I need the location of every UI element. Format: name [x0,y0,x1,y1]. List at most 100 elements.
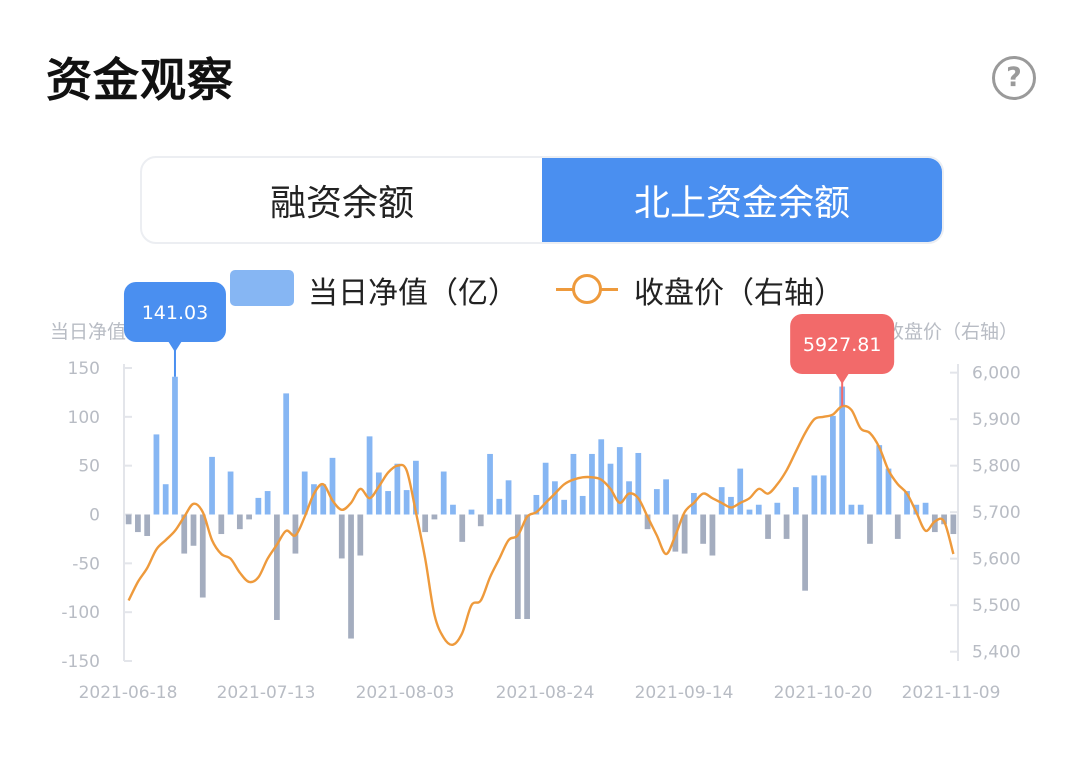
line-tooltip-pointer [835,373,850,384]
net-flow-bar [329,457,336,515]
net-flow-bar [848,504,855,515]
legend-bar-label: 当日净值（亿） [308,276,518,311]
left-tick-label: 0 [89,506,100,526]
right-tick-label: 5,400 [972,643,1021,663]
net-flow-bar [533,494,540,515]
right-tick-label: 5,500 [972,596,1021,616]
bar-tooltip-pointer [167,341,182,352]
net-flow-bar [802,514,808,591]
net-flow-bar [487,453,493,515]
net-flow-bar [922,502,929,515]
net-flow-bar [774,502,781,515]
x-tick-label: 2021-08-24 [496,683,595,703]
net-flow-bar [274,514,280,620]
net-flow-bar [941,514,947,525]
x-tick-label: 2021-07-13 [217,683,316,703]
left-tick-label: 50 [78,457,100,477]
net-flow-bar [635,452,642,515]
net-flow-bar [431,514,438,520]
net-flow-bar [542,462,549,515]
bar-tooltip-box [123,282,226,342]
help-icon[interactable]: ? [992,56,1036,100]
net-flow-bar [301,471,308,515]
net-flow-bar [894,514,901,539]
net-flow-bar [209,456,215,515]
net-flow-bar [181,514,188,554]
net-flow-bar [570,453,577,515]
net-flow-bar [700,514,707,544]
net-flow-bar [876,445,883,515]
net-flow-bar [468,509,475,515]
legend-line-marker [572,274,602,304]
x-tick-label: 2021-06-18 [79,683,178,703]
net-flow-bar [746,509,753,515]
tab-margin-balance[interactable]: 融资余额 [269,183,414,224]
net-flow-bar [320,484,327,515]
net-flow-bar [283,393,290,515]
net-flow-bar [227,471,234,515]
bar-tooltip-value: 141.03 [142,302,208,324]
net-flow-bar [311,484,317,515]
net-flow-bar [792,487,799,515]
net-flow-bar [857,504,864,515]
bar-tooltip: 141.03 [123,282,226,352]
net-flow-bar [839,386,846,515]
net-flow-bar [236,514,243,530]
net-flow-bar [783,514,790,539]
net-flow-bar [459,514,466,542]
net-flow-bar [255,497,262,515]
net-flow-bar [375,472,382,515]
net-flow-bar [950,514,957,535]
net-flow-bar [885,468,892,515]
right-tick-label: 5,800 [972,457,1021,477]
net-flow-bar [144,514,151,536]
right-tick-label: 5,900 [972,410,1021,430]
net-flow-bar [626,481,632,515]
close-price-line [127,404,955,647]
net-flow-bar [561,499,568,515]
tab-switcher: 融资余额 北上资金余额 [140,156,944,244]
net-flow-bar [765,514,771,539]
net-flow-bar [524,514,530,620]
right-tick-label: 6,000 [972,364,1021,384]
x-tick-label: 2021-10-20 [774,683,873,703]
net-flow-bar [190,514,197,546]
line-tooltip-value: 5927.81 [803,334,882,356]
left-tick-label: 150 [68,359,100,379]
net-flow-bar [931,514,938,533]
line-tooltip: 5927.81 [790,314,895,384]
net-flow-bar [440,471,447,515]
net-flow-bar [820,475,827,515]
right-tick-label: 5,600 [972,550,1021,570]
net-flow-bar [718,487,725,515]
legend-line-label: 收盘价（右轴） [634,276,844,311]
right-tick-label: 5,700 [972,503,1021,523]
net-flow-bar [125,514,132,525]
net-flow-bar [598,439,605,515]
left-tick-label: 100 [68,408,100,428]
net-flow-bar [505,480,512,515]
net-flow-bar [709,514,716,556]
net-flow-bar [218,514,225,535]
net-flow-bar [728,496,734,515]
left-tick-label: -100 [61,603,100,623]
net-flow-bar [644,514,651,530]
left-axis-name: 当日净值 [50,321,126,343]
tab-northbound-balance[interactable]: 北上资金余额 [542,158,942,242]
net-flow-bar [246,514,252,520]
net-flow-bar [422,514,429,533]
right-axis-name: 收盘价（右轴） [885,321,1018,343]
net-flow-bar [413,460,419,515]
net-flow-bar [616,447,623,515]
net-flow-bar [579,495,586,515]
net-flow-bar [867,514,873,544]
chart-legend: 当日净值（亿） 收盘价（右轴） [0,268,1080,312]
net-flow-bar [135,514,141,533]
x-tick-label: 2021-09-14 [635,683,734,703]
net-flow-bar [450,504,456,515]
net-flow-bar [552,481,558,515]
net-flow-bar [811,475,818,515]
net-flow-bar [366,436,373,515]
net-flow-bar [589,453,595,515]
net-flow-bar [403,490,410,515]
